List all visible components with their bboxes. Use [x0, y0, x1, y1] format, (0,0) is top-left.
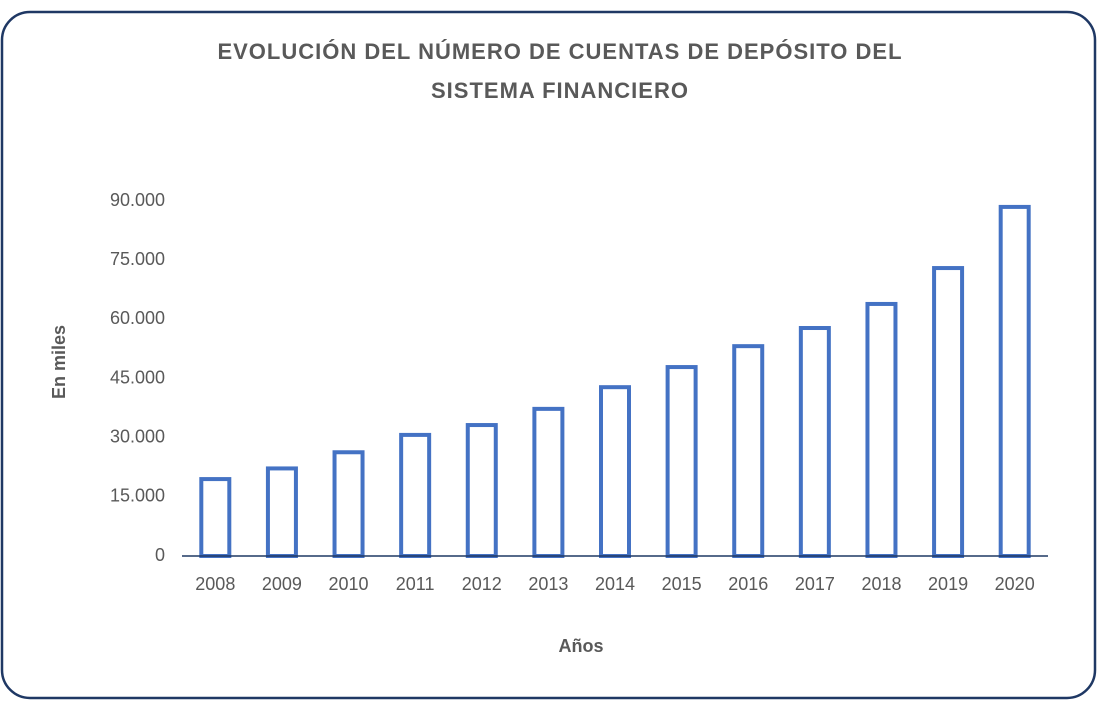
y-tick-label: 15.000	[110, 486, 165, 506]
bar	[399, 432, 432, 558]
x-tick-label: 2015	[662, 574, 702, 594]
x-tick-label: 2011	[396, 574, 435, 594]
x-tick-label: 2014	[595, 574, 635, 594]
bar	[798, 326, 831, 558]
x-axis-title: Años	[559, 636, 604, 656]
chart-border	[0, 10, 1097, 700]
x-tick-label: 2018	[861, 574, 901, 594]
x-tick-label: 2016	[728, 574, 768, 594]
x-tick-label: 2019	[928, 574, 968, 594]
bar	[998, 204, 1031, 559]
bar	[532, 406, 565, 558]
x-tick-label: 2010	[329, 574, 369, 594]
bar	[199, 477, 232, 559]
x-tick-label: 2009	[262, 574, 302, 594]
x-tick-label: 2012	[462, 574, 502, 594]
y-tick-label: 75.000	[110, 249, 165, 269]
y-tick-label: 45.000	[110, 367, 165, 387]
bar	[865, 301, 898, 559]
y-tick-label: 90.000	[110, 190, 165, 210]
bar	[465, 423, 498, 558]
bar	[332, 450, 365, 558]
y-tick-label: 60.000	[110, 308, 165, 328]
bar	[732, 344, 765, 558]
x-tick-label: 2017	[795, 574, 835, 594]
x-tick-label: 2008	[195, 574, 235, 594]
y-axis-title: En miles	[49, 325, 69, 399]
y-tick-label: 0	[155, 545, 165, 565]
bar	[599, 385, 631, 558]
bar	[265, 466, 298, 558]
chart-title: EVOLUCIÓN DEL NÚMERO DE CUENTAS DE DEPÓS…	[217, 39, 902, 64]
x-tick-label: 2013	[528, 574, 568, 594]
y-tick-label: 30.000	[110, 426, 165, 446]
chart-subtitle: SISTEMA FINANCIERO	[431, 78, 689, 103]
bar	[932, 266, 965, 558]
bar	[665, 365, 698, 558]
x-tick-label: 2020	[995, 574, 1035, 594]
